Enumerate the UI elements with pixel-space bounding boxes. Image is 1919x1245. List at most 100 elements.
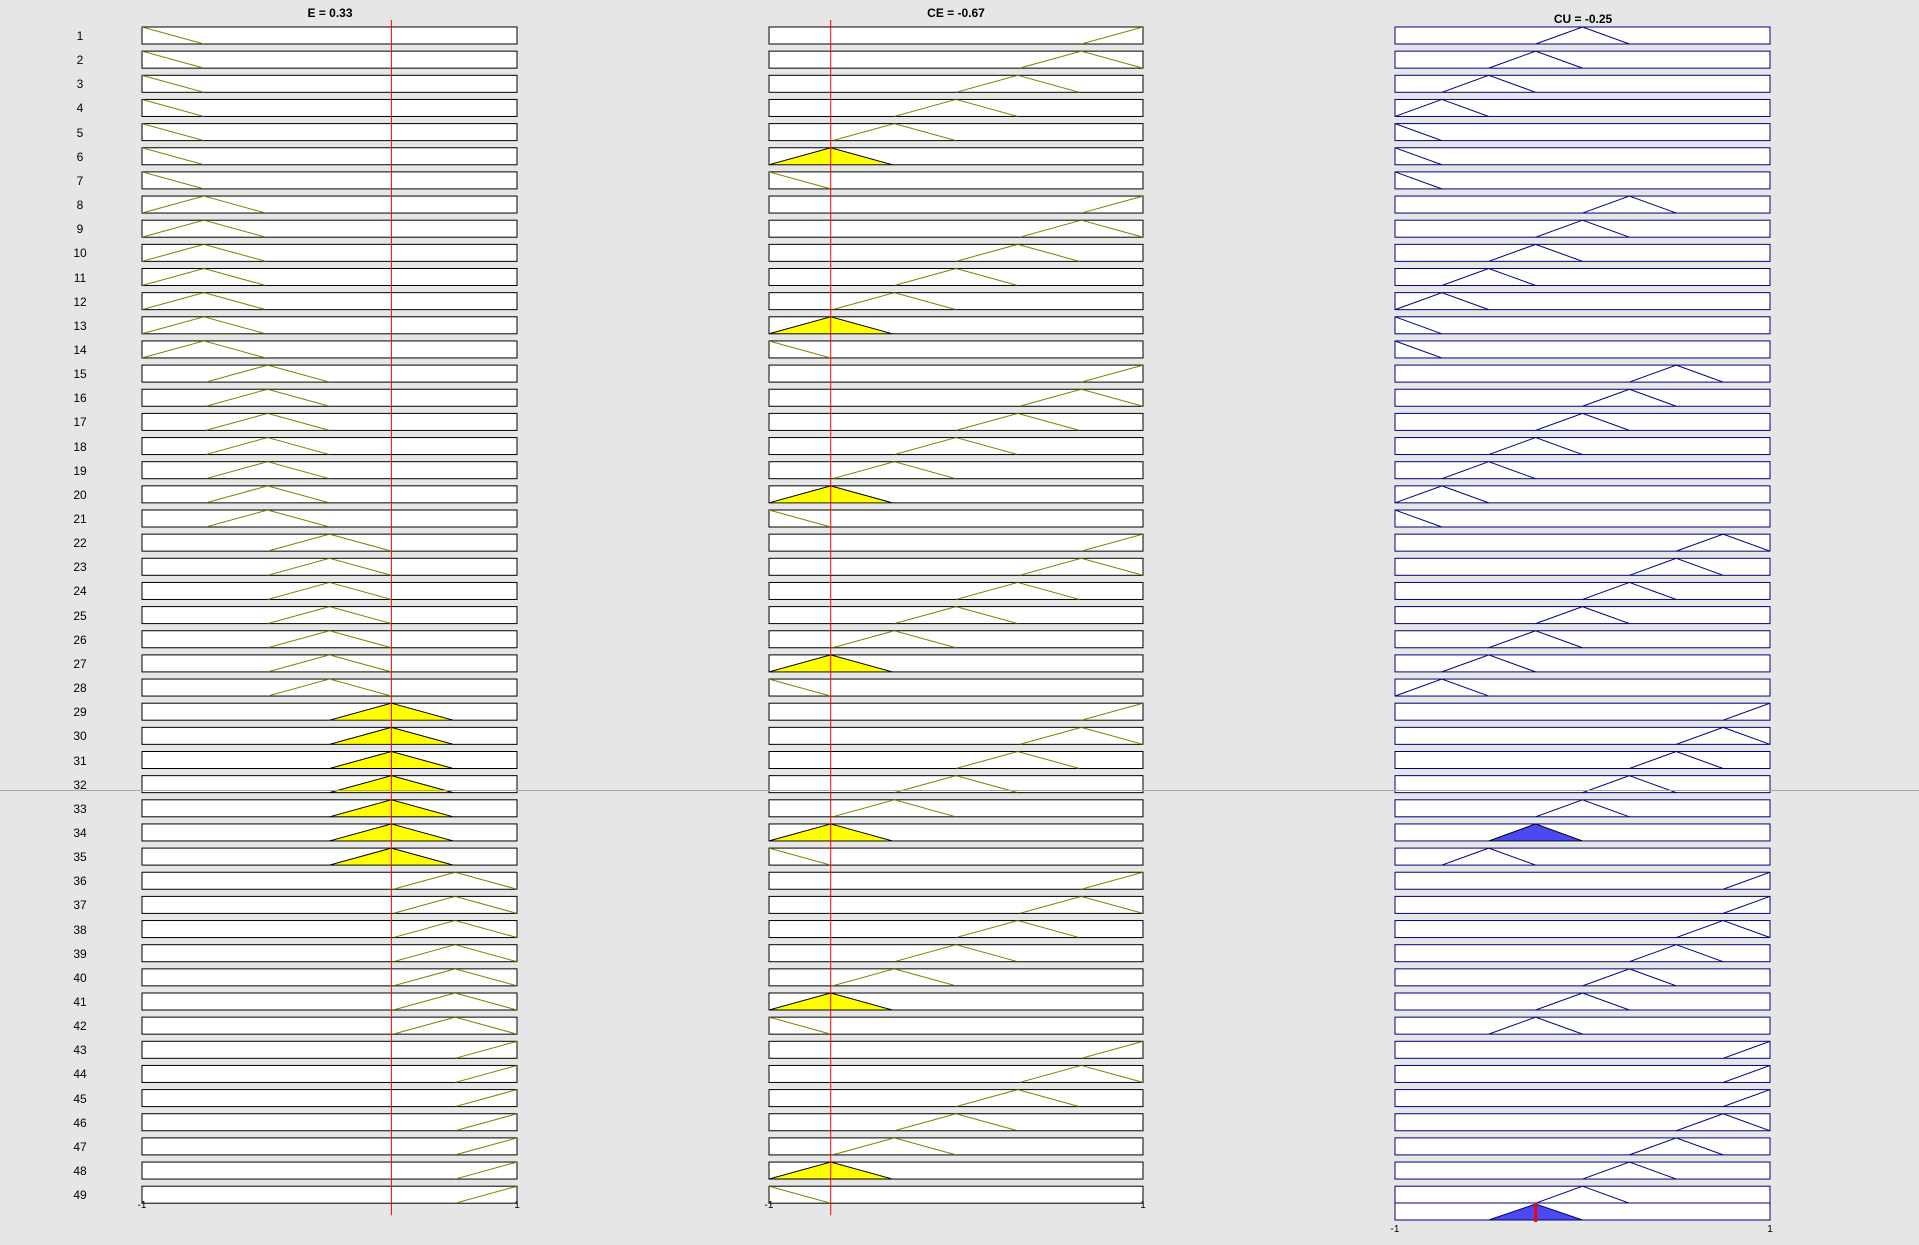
ce-rule-box	[768, 630, 1144, 649]
ce-mf	[769, 679, 831, 697]
e-mf	[142, 244, 266, 262]
ce-mf	[955, 582, 1080, 600]
ce-mf	[1081, 27, 1143, 44]
e-mf	[205, 461, 330, 479]
e-mf	[393, 920, 517, 938]
ce-mf	[769, 1017, 831, 1035]
rule-number: 44	[73, 1067, 87, 1082]
e-rule-box	[141, 1089, 518, 1108]
e-mf	[205, 413, 330, 431]
e-rule-box	[141, 364, 518, 383]
ce-rule-box	[768, 606, 1144, 625]
e-mf	[454, 1041, 517, 1059]
rule-number: 39	[73, 946, 87, 961]
cu-mf	[1722, 703, 1770, 721]
rule-number: 38	[73, 922, 87, 937]
cu-rule-box	[1394, 26, 1771, 45]
input1-axis-min: -1	[137, 1200, 147, 1211]
rule-number: 49	[73, 1188, 87, 1203]
cu-mf	[1629, 1137, 1724, 1155]
cu-mf	[1535, 799, 1630, 817]
aggregate-output-box	[1394, 1202, 1771, 1221]
e-rule-box	[141, 581, 518, 600]
ce-rule-box	[768, 533, 1144, 552]
ce-mf	[1081, 196, 1143, 214]
cu-mf	[1582, 582, 1677, 600]
ce-rule-box	[768, 1113, 1144, 1132]
ce-mf	[955, 751, 1080, 769]
e-mf	[393, 944, 517, 962]
e-rule-box	[141, 316, 518, 335]
cu-rule-box	[1394, 678, 1771, 697]
cu-mf	[1676, 1113, 1770, 1131]
cu-mf	[1582, 196, 1677, 214]
ce-rule-box	[768, 871, 1144, 890]
e-rule-box	[141, 557, 518, 576]
cu-mf	[1722, 1089, 1770, 1107]
ce-rule-box	[768, 388, 1144, 407]
e-rule-box	[141, 678, 518, 697]
ce-mf	[955, 920, 1080, 938]
cu-mf	[1582, 389, 1677, 407]
e-rule-box	[141, 1040, 518, 1059]
e-mf	[267, 654, 392, 672]
ce-rule-box	[768, 437, 1144, 456]
cu-mf	[1395, 510, 1443, 527]
cu-mf	[1535, 1186, 1630, 1204]
rule-number: 17	[73, 415, 87, 430]
cu-mf	[1629, 944, 1724, 962]
ce-rule-box	[768, 195, 1144, 214]
rule-number: 36	[73, 874, 87, 889]
output-axis-min: -1	[1390, 1224, 1400, 1235]
cu-rule-box	[1394, 364, 1771, 383]
rule-number: 3	[76, 77, 84, 92]
ce-mf	[955, 244, 1080, 262]
ce-mf	[769, 848, 831, 866]
e-rule-box	[141, 968, 518, 987]
e-mf	[142, 99, 205, 117]
cu-mf	[1441, 75, 1536, 93]
rule-number: 11	[73, 270, 87, 285]
ce-mf	[1081, 534, 1143, 552]
ce-rule-box	[768, 123, 1144, 142]
e-rule-box	[141, 26, 518, 45]
ce-rule-box	[768, 678, 1144, 697]
cu-rule-box	[1394, 871, 1771, 890]
input1-title: E = 0.33	[307, 6, 353, 20]
cu-mf	[1488, 1017, 1583, 1035]
cu-mf	[1676, 920, 1770, 938]
cu-rule-box	[1394, 50, 1771, 69]
cu-rule-box	[1394, 461, 1771, 480]
e-mf	[454, 1137, 517, 1155]
ce-rule-box	[768, 799, 1144, 818]
e-mf	[267, 558, 392, 576]
e-rule-box	[141, 461, 518, 480]
ce-rule-box	[768, 557, 1144, 576]
e-mf	[454, 1186, 517, 1204]
ce-mf	[832, 799, 957, 817]
cu-rule-box	[1394, 1185, 1771, 1204]
e-mf	[142, 340, 266, 358]
e-mf	[454, 1162, 517, 1180]
e-mf	[393, 968, 517, 986]
ce-mf	[1019, 51, 1143, 69]
cu-rule-box	[1394, 388, 1771, 407]
e-mf	[454, 1089, 517, 1107]
e-rule-box	[141, 195, 518, 214]
e-mf	[393, 872, 517, 890]
e-rule-box	[141, 74, 518, 93]
rule-number: 30	[73, 729, 87, 744]
rule-number: 8	[76, 198, 84, 213]
ce-rule-box	[768, 243, 1144, 262]
rule-number: 22	[73, 536, 87, 551]
ce-rule-box	[768, 751, 1144, 769]
cu-rule-box	[1394, 268, 1771, 286]
input2-axis-max: 1	[1140, 1200, 1146, 1211]
cu-mf	[1488, 437, 1583, 455]
cu-mf	[1582, 775, 1677, 793]
cu-mf	[1629, 558, 1724, 576]
rule-number: 35	[73, 850, 87, 865]
ce-rule-box	[768, 412, 1144, 431]
e-rule-box	[141, 823, 518, 842]
ce-mf	[894, 99, 1018, 117]
